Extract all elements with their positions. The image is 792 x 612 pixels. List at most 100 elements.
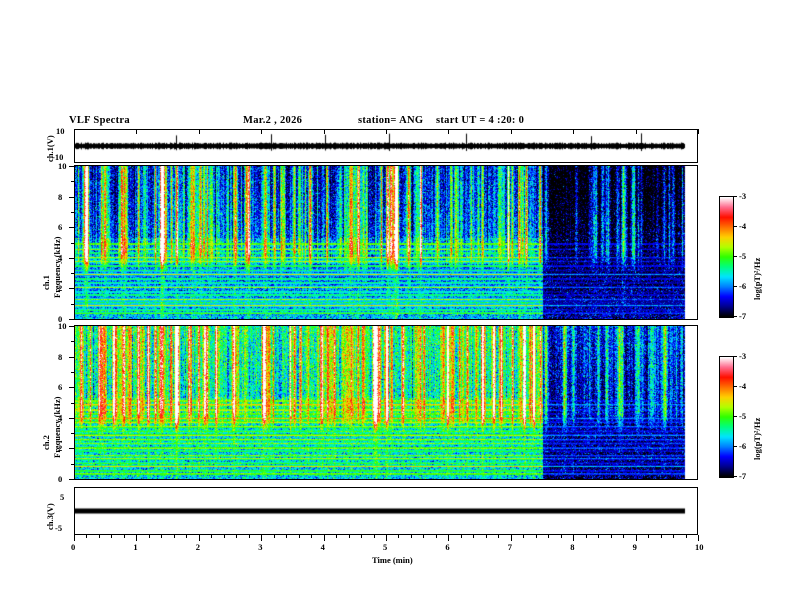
colorbar-tickmark — [733, 356, 737, 357]
y-tick-label: 10 — [58, 161, 67, 171]
x-tick-label: 7 — [507, 542, 513, 552]
colorbar-tickmark — [733, 446, 737, 447]
x-tickmark — [698, 535, 699, 541]
x-tick-label: 3 — [258, 542, 263, 552]
x-minor-tickmark — [610, 535, 612, 538]
x-tickmark — [386, 535, 387, 541]
x-minor-tickmark — [111, 535, 113, 538]
colorbar-tickmark — [733, 476, 737, 477]
x-minor-tickmark — [435, 535, 437, 538]
x-minor-tickmark — [685, 535, 687, 538]
y-minor-tickmark — [71, 463, 74, 465]
x-tick-label: 0 — [71, 542, 76, 552]
x-minor-tickmark — [673, 535, 675, 538]
x-top-tickmark — [198, 129, 200, 134]
ch2-spec-axis-label-channel: ch.2 — [41, 435, 51, 450]
colorbar-tick-label: -6 — [739, 281, 747, 291]
x-top-tickmark — [510, 129, 512, 134]
y-tick-label: 4 — [58, 412, 63, 423]
x-top-tickmark — [323, 129, 325, 134]
x-minor-tickmark — [373, 535, 375, 538]
colorbar-tick-label: -5 — [739, 251, 747, 261]
x-minor-tickmark — [311, 535, 313, 538]
y-tickmark — [69, 196, 74, 198]
x-tickmark — [573, 535, 575, 541]
y-minor-tickmark — [71, 181, 74, 183]
colorbar-ch1-gradient — [719, 196, 734, 318]
ch1-spec-axis-label-channel: ch.1 — [41, 275, 51, 290]
observation-date: Mar.2 , 2026 — [243, 115, 303, 126]
colorbar-ch2-label: log(pT)²/Hz — [752, 417, 762, 460]
x-minor-tickmark — [498, 535, 500, 538]
x-minor-tickmark — [460, 535, 462, 538]
y-tick-label: 2 — [58, 283, 63, 294]
x-minor-tickmark — [410, 535, 412, 538]
ch1-wave-tick-bottom: -10 — [52, 152, 64, 162]
y-minor-tickmark — [71, 371, 74, 373]
x-minor-tickmark — [473, 535, 475, 538]
x-minor-tickmark — [236, 535, 238, 538]
ch2-spectrogram-panel — [74, 325, 698, 480]
y-tickmark — [69, 326, 74, 327]
x-tickmark — [323, 535, 325, 541]
colorbar-tickmark — [733, 316, 737, 317]
x-minor-tickmark — [173, 535, 175, 538]
ch2-spec-axis-label-freq: Frequency (kHz) — [52, 396, 62, 458]
x-top-tickmark — [261, 129, 263, 134]
colorbar-tick-label: -5 — [739, 411, 747, 421]
colorbar-tick-label: -7 — [739, 311, 747, 321]
x-minor-tickmark — [623, 535, 625, 538]
x-minor-tickmark — [86, 535, 88, 538]
x-tickmark — [510, 535, 512, 541]
x-minor-tickmark — [98, 535, 100, 538]
y-tickmark — [69, 448, 74, 450]
y-minor-tickmark — [71, 402, 74, 404]
time-axis-label: Time (min) — [372, 555, 413, 565]
colorbar-ch1: -3 -4 -5 -6 -7 — [719, 191, 746, 321]
colorbar-tickmark — [733, 256, 737, 257]
y-tickmark — [69, 479, 74, 480]
x-minor-tickmark — [361, 535, 363, 538]
colorbar-tick-label: -3 — [739, 191, 747, 201]
x-top-tickmark — [136, 129, 138, 134]
x-tick-label: 5 — [383, 542, 388, 552]
ch3-wave-tick-top: 5 — [60, 492, 65, 502]
y-minor-tickmark — [71, 211, 74, 213]
x-minor-tickmark — [535, 535, 537, 538]
x-minor-tickmark — [223, 535, 225, 538]
colorbar-tickmark — [733, 286, 737, 287]
y-minor-tickmark — [71, 433, 74, 435]
y-tickmark — [69, 356, 74, 358]
colorbar-tick-label: -4 — [739, 381, 747, 391]
y-tick-label: 8 — [58, 191, 63, 202]
x-minor-tickmark — [286, 535, 288, 538]
y-tick-label: 6 — [58, 382, 63, 393]
colorbar-tickmark — [733, 226, 737, 227]
y-tick-label: 0 — [58, 474, 63, 484]
y-tickmark — [69, 387, 74, 389]
y-tick-label: 0 — [58, 314, 63, 324]
y-minor-tickmark — [71, 273, 74, 275]
ch1-waveform-panel — [74, 129, 698, 163]
start-ut-label: start UT = 4 :20: 0 — [436, 115, 525, 126]
colorbar-tick-label: -3 — [739, 351, 747, 361]
x-tick-label: 9 — [632, 542, 637, 552]
y-minor-tickmark — [71, 303, 74, 305]
colorbar-ch1-label: log(pT)²/Hz — [752, 257, 762, 300]
x-minor-tickmark — [348, 535, 350, 538]
x-top-tickmark — [386, 129, 387, 134]
x-minor-tickmark — [523, 535, 525, 538]
x-minor-tickmark — [123, 535, 125, 538]
x-tickmark — [261, 535, 263, 541]
ch3-waveform-panel — [74, 487, 698, 535]
x-tick-label: 10 — [695, 542, 704, 552]
x-minor-tickmark — [560, 535, 562, 538]
x-tickmark — [198, 535, 200, 541]
y-tickmark — [69, 417, 74, 419]
colorbar-tickmark — [733, 386, 737, 387]
x-tickmark — [448, 535, 450, 541]
ch3-wave-axis-label: ch.3(V) — [45, 503, 55, 530]
ch1-waveform-canvas — [75, 130, 697, 162]
x-tick-label: 4 — [320, 542, 325, 552]
